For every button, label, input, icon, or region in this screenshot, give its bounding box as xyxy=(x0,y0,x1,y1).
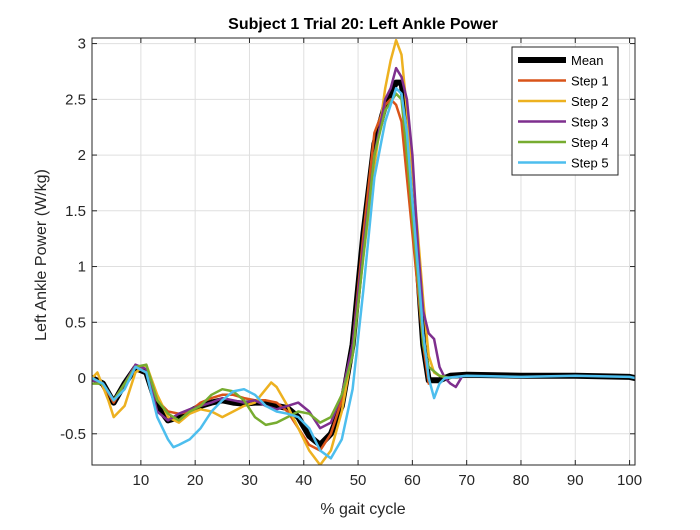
series-lines xyxy=(92,38,635,465)
legend: Mean Step 1 Step 2 Step 3 Step 4 Step 5 xyxy=(511,46,619,176)
legend-items: Mean Step 1 Step 2 Step 3 Step 4 Step 5 xyxy=(518,53,609,171)
legend-box xyxy=(511,46,619,176)
axes-box xyxy=(91,37,636,466)
legend-label: Step 5 xyxy=(571,156,609,171)
y-axis-label: Left Ankle Power (W/kg) xyxy=(33,169,50,341)
series-line-mean xyxy=(92,79,635,448)
x-tick-label: 60 xyxy=(404,472,421,489)
legend-label: Step 4 xyxy=(571,135,609,150)
y-tick-label: 1 xyxy=(78,259,86,276)
y-tick-label: -0.5 xyxy=(60,426,86,443)
y-tick-label: 2.5 xyxy=(65,91,86,108)
x-tick-label: 10 xyxy=(133,472,150,489)
series-line-step-3 xyxy=(92,66,463,430)
legend-label: Step 2 xyxy=(571,94,609,109)
legend-label: Step 1 xyxy=(571,74,609,89)
legend-label: Step 3 xyxy=(571,115,609,130)
x-tick-label: 50 xyxy=(350,472,367,489)
plot-region xyxy=(92,38,635,465)
x-tick-label: 90 xyxy=(567,472,584,489)
y-tick-label: 0.5 xyxy=(65,314,86,331)
x-tick-label: 40 xyxy=(295,472,312,489)
x-axis-ticks: 10 20 30 40 50 60 70 80 90 100 xyxy=(133,38,642,489)
x-tick-label: 80 xyxy=(513,472,530,489)
x-axis-label: % gait cycle xyxy=(320,501,405,518)
chart-title: Subject 1 Trial 20: Left Ankle Power xyxy=(228,16,498,33)
series-line-step-5 xyxy=(92,86,635,460)
legend-label: Mean xyxy=(571,53,604,68)
x-tick-label: 70 xyxy=(458,472,475,489)
y-axis-ticks: -0.5 0 0.5 1 1.5 2 2.5 3 xyxy=(60,36,635,443)
x-tick-label: 20 xyxy=(187,472,204,489)
y-tick-label: 3 xyxy=(78,36,86,53)
y-tick-label: 1.5 xyxy=(65,203,86,220)
y-tick-label: 0 xyxy=(78,370,86,387)
y-tick-label: 2 xyxy=(78,147,86,164)
x-tick-label: 30 xyxy=(241,472,258,489)
x-tick-label: 100 xyxy=(617,472,642,489)
